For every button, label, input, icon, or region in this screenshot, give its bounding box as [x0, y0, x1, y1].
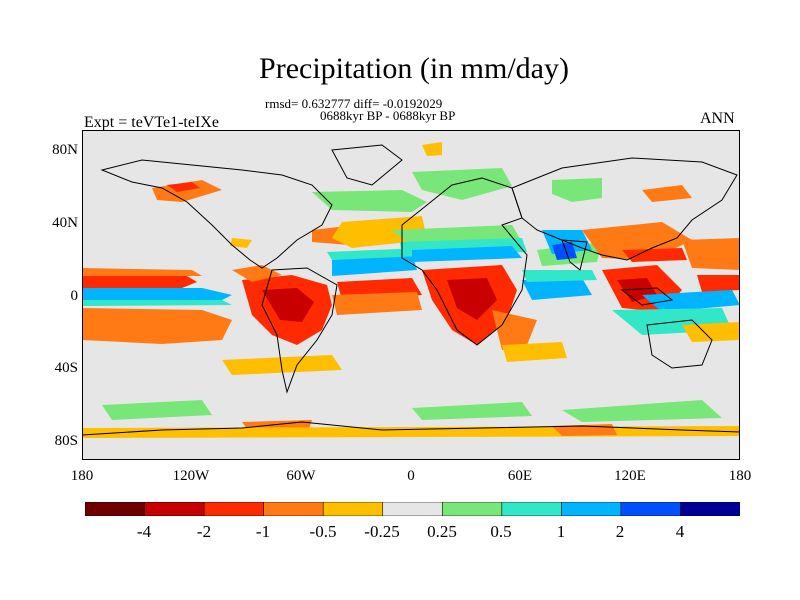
coastline	[331, 144, 403, 186]
colorbar-swatch	[382, 502, 443, 516]
lon-tick-label: 60W	[286, 468, 316, 484]
precip-field	[642, 185, 692, 202]
precip-field	[262, 288, 314, 322]
lon-tick-label: 0	[407, 468, 415, 484]
colorbar-swatch	[144, 502, 205, 516]
precip-field	[412, 246, 522, 262]
coastline	[561, 239, 588, 271]
precip-field	[502, 342, 567, 362]
precip-field	[552, 242, 577, 260]
colorbar-label: 0.5	[490, 522, 512, 541]
colorbar-label: -2	[196, 522, 212, 541]
precip-field	[412, 168, 512, 200]
precip-field	[682, 322, 740, 342]
precip-field	[422, 142, 442, 156]
lon-tick-label: 120W	[172, 468, 210, 484]
precip-field	[552, 178, 602, 202]
colorbar-swatch	[263, 502, 324, 516]
colorbar-label: -0.25	[364, 522, 400, 541]
colorbar-label: 0.25	[427, 522, 457, 541]
coastline	[646, 319, 713, 369]
lon-tick-label: 180	[70, 468, 94, 484]
precip-field	[332, 292, 422, 315]
precip-field	[522, 278, 592, 300]
precip-field	[332, 254, 417, 276]
colorbar-swatch	[322, 502, 384, 516]
precip-field	[492, 310, 537, 350]
lat-tick-label: 40N	[52, 215, 78, 231]
lat-tick-label: 80S	[54, 433, 78, 449]
precipitation-map	[82, 130, 740, 460]
coastline	[511, 157, 738, 261]
lat-tick-label: 0	[70, 288, 79, 304]
precip-anomaly-fields	[82, 142, 740, 438]
colorbar-swatch	[620, 502, 682, 516]
precip-field	[82, 268, 202, 276]
colorbar-swatch	[680, 502, 740, 516]
colorbar-label: -1	[255, 522, 271, 541]
plot-title: Precipitation (in mm/day)	[259, 52, 569, 85]
precip-field	[327, 248, 422, 260]
coastline	[261, 267, 338, 394]
colorbar-swatch	[203, 502, 265, 516]
lat-tick-label: 80N	[52, 142, 78, 158]
colorbar-label: 1	[556, 522, 566, 541]
map-frame	[82, 130, 740, 460]
precip-field	[447, 278, 497, 320]
precip-field	[82, 308, 232, 344]
colorbar-label: -4	[136, 522, 152, 541]
precip-field	[697, 275, 740, 292]
colorbar	[85, 502, 740, 516]
precip-field	[82, 276, 197, 288]
period-line: 0688kyr BP - 0688kyr BP	[320, 108, 456, 123]
colorbar-swatch	[85, 502, 146, 516]
precip-field	[82, 426, 740, 438]
coastline	[620, 287, 674, 306]
precip-field	[562, 400, 722, 422]
precip-field	[82, 300, 232, 306]
precip-field	[82, 288, 232, 300]
colorbar-label: 2	[615, 522, 625, 541]
precip-field	[222, 355, 342, 375]
coastlines	[82, 144, 740, 436]
season-label: ANN	[700, 110, 735, 127]
colorbar-label: 4	[675, 522, 685, 541]
colorbar-label: -0.5	[309, 522, 337, 541]
colorbar-swatch	[561, 502, 622, 516]
precip-field	[522, 270, 597, 282]
precip-field	[167, 182, 200, 192]
colorbar-swatch	[501, 502, 562, 516]
precip-field	[102, 400, 212, 420]
rmsd-diff-line: rmsd= 0.632777 diff= -0.0192029	[265, 96, 443, 111]
colorbar-swatch	[441, 502, 503, 516]
precip-field	[412, 402, 532, 420]
coastline	[401, 177, 528, 346]
lon-tick-label: 180	[728, 468, 752, 484]
lat-tick-label: 40S	[54, 360, 78, 376]
lon-tick-label: 120E	[614, 468, 646, 484]
precip-field	[682, 238, 740, 270]
experiment-label: Expt = teVTe1-teIXe	[84, 114, 219, 131]
coastline	[82, 421, 740, 436]
precip-field	[622, 248, 687, 262]
precip-field	[230, 238, 252, 248]
coastline	[100, 159, 333, 269]
map-panel	[82, 130, 740, 460]
lon-tick-label: 60E	[507, 468, 533, 484]
precip-field	[312, 190, 427, 212]
